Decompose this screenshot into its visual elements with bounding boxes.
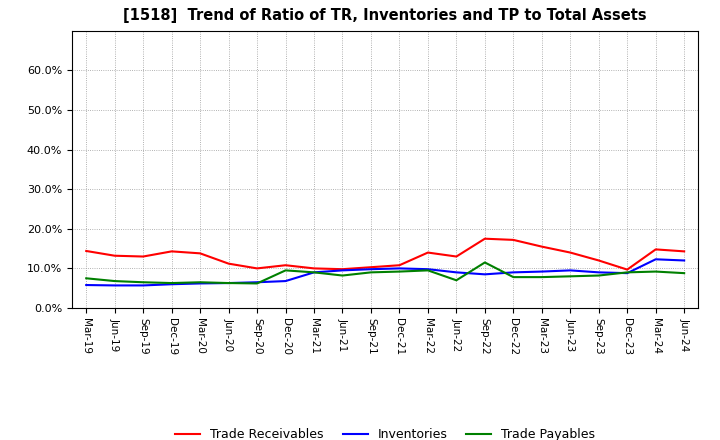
Trade Payables	[282, 268, 290, 273]
Trade Payables	[423, 268, 432, 273]
Trade Payables	[652, 269, 660, 274]
Inventories	[282, 279, 290, 284]
Trade Receivables	[480, 236, 489, 241]
Trade Receivables	[566, 250, 575, 255]
Inventories	[253, 280, 261, 285]
Trade Payables	[480, 260, 489, 265]
Trade Receivables	[139, 254, 148, 259]
Trade Payables	[595, 273, 603, 278]
Trade Receivables	[509, 237, 518, 242]
Trade Payables	[253, 281, 261, 286]
Inventories	[595, 270, 603, 275]
Trade Payables	[509, 275, 518, 280]
Trade Receivables	[310, 266, 318, 271]
Inventories	[680, 258, 688, 263]
Line: Trade Receivables: Trade Receivables	[86, 238, 684, 270]
Trade Receivables	[680, 249, 688, 254]
Trade Receivables	[423, 250, 432, 255]
Trade Payables	[623, 270, 631, 275]
Inventories	[167, 282, 176, 287]
Trade Receivables	[595, 258, 603, 263]
Inventories	[310, 270, 318, 275]
Inventories	[395, 266, 404, 271]
Trade Payables	[167, 280, 176, 286]
Inventories	[480, 271, 489, 277]
Inventories	[509, 270, 518, 275]
Trade Receivables	[110, 253, 119, 258]
Trade Receivables	[225, 261, 233, 266]
Inventories	[82, 282, 91, 288]
Line: Trade Payables: Trade Payables	[86, 262, 684, 283]
Title: [1518]  Trend of Ratio of TR, Inventories and TP to Total Assets: [1518] Trend of Ratio of TR, Inventories…	[123, 7, 647, 23]
Trade Receivables	[623, 267, 631, 272]
Trade Receivables	[282, 263, 290, 268]
Trade Receivables	[82, 248, 91, 253]
Trade Payables	[366, 270, 375, 275]
Trade Payables	[139, 280, 148, 285]
Trade Payables	[452, 278, 461, 283]
Inventories	[623, 271, 631, 276]
Trade Payables	[395, 269, 404, 274]
Trade Payables	[110, 279, 119, 284]
Inventories	[537, 269, 546, 274]
Trade Receivables	[452, 254, 461, 259]
Inventories	[196, 281, 204, 286]
Trade Payables	[225, 280, 233, 286]
Inventories	[110, 283, 119, 288]
Inventories	[566, 268, 575, 273]
Trade Payables	[338, 273, 347, 278]
Trade Receivables	[537, 244, 546, 249]
Trade Receivables	[338, 267, 347, 272]
Trade Payables	[310, 270, 318, 275]
Inventories	[652, 257, 660, 262]
Inventories	[423, 267, 432, 272]
Trade Payables	[680, 271, 688, 276]
Inventories	[139, 283, 148, 288]
Line: Inventories: Inventories	[86, 259, 684, 286]
Trade Receivables	[253, 266, 261, 271]
Trade Receivables	[196, 251, 204, 256]
Inventories	[366, 267, 375, 272]
Legend: Trade Receivables, Inventories, Trade Payables: Trade Receivables, Inventories, Trade Pa…	[170, 423, 600, 440]
Trade Receivables	[395, 263, 404, 268]
Inventories	[452, 270, 461, 275]
Trade Payables	[537, 275, 546, 280]
Trade Receivables	[652, 247, 660, 252]
Trade Receivables	[366, 264, 375, 270]
Trade Payables	[566, 274, 575, 279]
Inventories	[225, 280, 233, 286]
Trade Payables	[196, 280, 204, 285]
Inventories	[338, 268, 347, 273]
Trade Payables	[82, 275, 91, 281]
Trade Receivables	[167, 249, 176, 254]
